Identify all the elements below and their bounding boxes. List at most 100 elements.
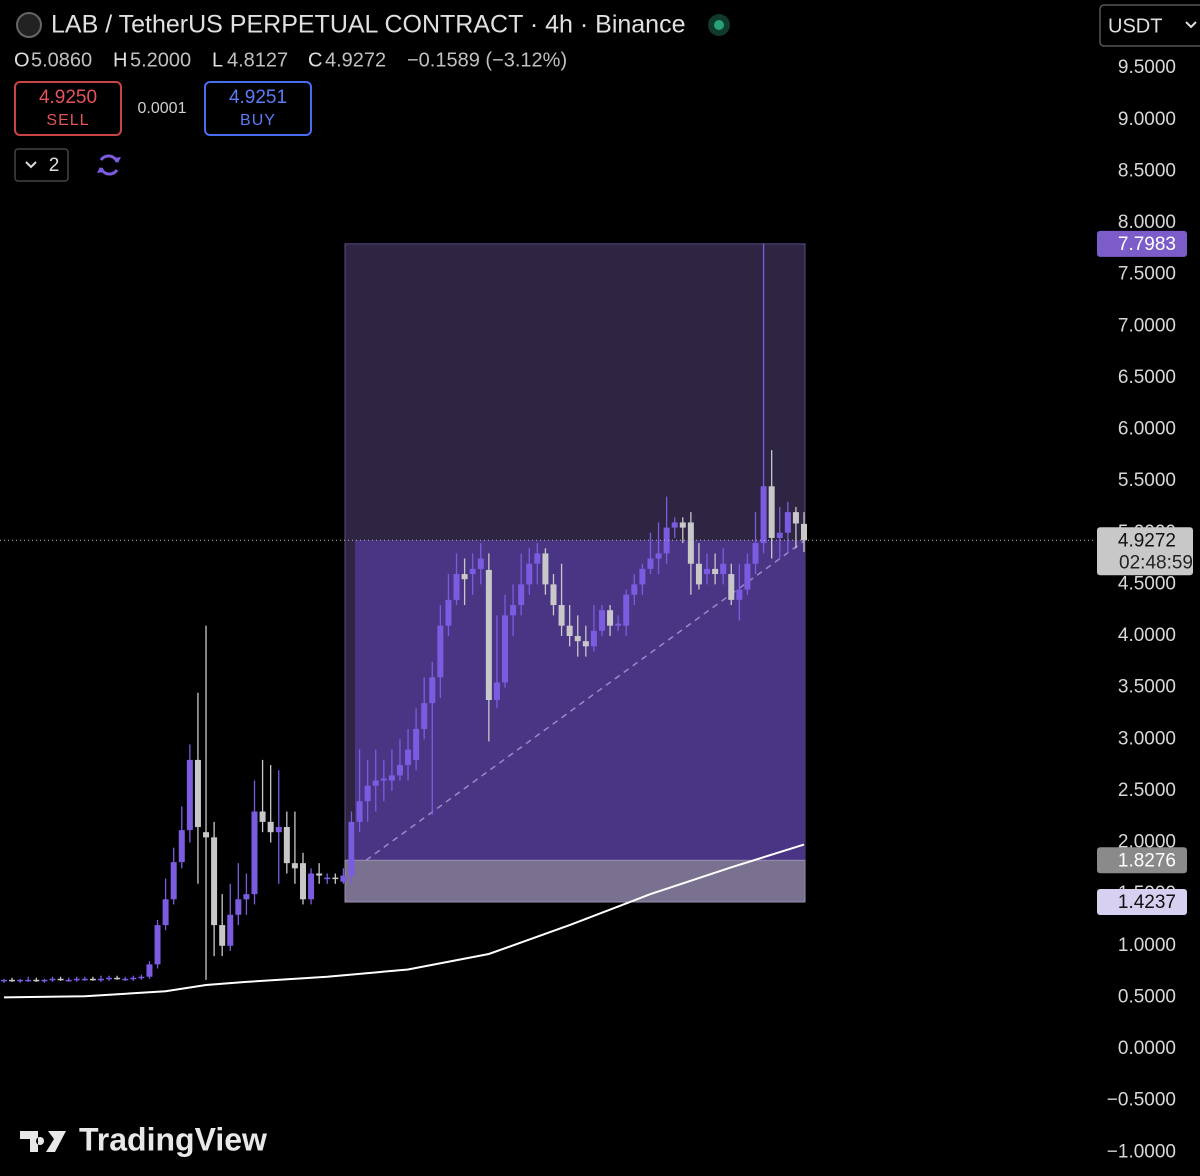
candle-body bbox=[340, 875, 347, 882]
candle-body bbox=[712, 568, 719, 575]
candle-body bbox=[227, 914, 234, 946]
candle-body bbox=[308, 873, 315, 900]
y-tick-label: 2.0000 bbox=[1118, 832, 1176, 853]
candle-body bbox=[9, 979, 16, 982]
y-tick-label: 3.5000 bbox=[1118, 677, 1176, 698]
candle-body bbox=[752, 543, 759, 564]
ohlc-key: L bbox=[212, 49, 223, 71]
candle-body bbox=[485, 569, 492, 701]
candle-body bbox=[413, 728, 420, 760]
y-tick-label: 9.0000 bbox=[1118, 109, 1176, 130]
candle-body bbox=[17, 979, 24, 982]
candle-body bbox=[1, 979, 7, 982]
profit-zone bbox=[355, 540, 805, 861]
count: 2 bbox=[49, 155, 60, 176]
y-tick-label: 0.0000 bbox=[1118, 1038, 1176, 1059]
candle-body bbox=[526, 563, 533, 585]
y-tick-label: 4.0000 bbox=[1118, 625, 1176, 646]
ohlc-key: H bbox=[113, 49, 127, 71]
sell-price: 4.9250 bbox=[39, 87, 97, 108]
candle-body bbox=[33, 979, 40, 982]
stop-label: 1.4237 bbox=[1118, 892, 1176, 913]
candle-body bbox=[720, 563, 727, 575]
candle-body bbox=[623, 594, 630, 626]
refresh-arrow bbox=[97, 157, 121, 173]
ohlc-value: 5.0860 bbox=[31, 49, 92, 71]
y-tick-label: −0.5000 bbox=[1107, 1090, 1176, 1111]
candle-body bbox=[372, 780, 379, 786]
candle-body bbox=[574, 636, 581, 642]
candle-body bbox=[647, 558, 654, 569]
last-price-badge bbox=[1097, 527, 1193, 576]
candle-body bbox=[639, 568, 646, 585]
candle-body bbox=[275, 827, 282, 833]
y-tick-label: 4.5000 bbox=[1118, 573, 1176, 594]
candle-body bbox=[695, 563, 702, 585]
stop-badge bbox=[1097, 889, 1187, 916]
candle-body bbox=[299, 863, 306, 900]
sell-label: SELL bbox=[46, 112, 89, 129]
candle-body bbox=[768, 486, 775, 538]
buy-label: BUY bbox=[240, 112, 276, 129]
target-badge bbox=[1097, 230, 1187, 257]
candle-body bbox=[348, 821, 355, 876]
candle-body bbox=[267, 821, 274, 833]
candle-body bbox=[687, 522, 694, 564]
ohlc-key: O bbox=[14, 49, 30, 71]
candle-body bbox=[615, 623, 622, 626]
candle-body bbox=[154, 925, 161, 965]
candle-body bbox=[590, 630, 597, 647]
price-axis: −1.0000−0.50000.00000.50001.00001.50002.… bbox=[1097, 57, 1193, 1162]
candle-body bbox=[364, 785, 371, 802]
candle-body bbox=[558, 605, 565, 626]
moving-average bbox=[3, 843, 805, 999]
refresh-icon[interactable] bbox=[97, 154, 121, 176]
symbol-icon bbox=[16, 12, 42, 38]
y-tick-label: 8.5000 bbox=[1118, 160, 1176, 181]
candle-body bbox=[518, 584, 525, 606]
ohlc-value: 5.2000 bbox=[130, 49, 191, 71]
candle-body bbox=[97, 978, 104, 981]
currency-button[interactable] bbox=[1099, 4, 1200, 47]
candle-body bbox=[324, 877, 331, 880]
candle-body bbox=[429, 677, 436, 704]
spread: 0.0001 bbox=[138, 100, 187, 117]
candle-body bbox=[510, 605, 517, 616]
y-tick-label: 0.5000 bbox=[1118, 986, 1176, 1007]
candle-body bbox=[186, 759, 193, 831]
candle-body bbox=[405, 749, 412, 766]
candle-body bbox=[194, 759, 201, 828]
candle-body bbox=[493, 682, 500, 701]
candle-body bbox=[437, 625, 444, 678]
candle-body bbox=[704, 568, 711, 575]
buy-button[interactable] bbox=[204, 81, 312, 136]
y-tick-label: 7.5000 bbox=[1118, 264, 1176, 285]
candle-body bbox=[453, 574, 460, 600]
y-tick-label: −1.0000 bbox=[1107, 1141, 1176, 1162]
candle-body bbox=[291, 863, 298, 869]
candle-body bbox=[679, 522, 686, 528]
currency: USDT bbox=[1108, 15, 1162, 37]
candle-body bbox=[219, 925, 226, 946]
y-tick-label: 6.0000 bbox=[1118, 419, 1176, 440]
ohlc-value: 4.9272 bbox=[325, 49, 386, 71]
candle-body bbox=[243, 894, 250, 900]
candle-body bbox=[502, 615, 509, 683]
entry-badge bbox=[1097, 847, 1187, 874]
candle-body bbox=[792, 512, 799, 524]
candle-body bbox=[25, 979, 32, 982]
buy-price: 4.9251 bbox=[229, 87, 287, 108]
sell-button[interactable] bbox=[14, 81, 122, 136]
candle-body bbox=[671, 522, 678, 528]
collapse-button[interactable] bbox=[14, 148, 69, 182]
brand-name: TradingView bbox=[79, 1121, 267, 1157]
candle-body bbox=[566, 625, 573, 637]
candle-body bbox=[469, 568, 476, 575]
candle-body bbox=[542, 553, 549, 585]
candle-body bbox=[203, 832, 210, 838]
candle-body bbox=[736, 589, 743, 600]
y-tick-label: 3.0000 bbox=[1118, 728, 1176, 749]
candle-body bbox=[631, 584, 638, 595]
candle-body bbox=[106, 977, 113, 980]
